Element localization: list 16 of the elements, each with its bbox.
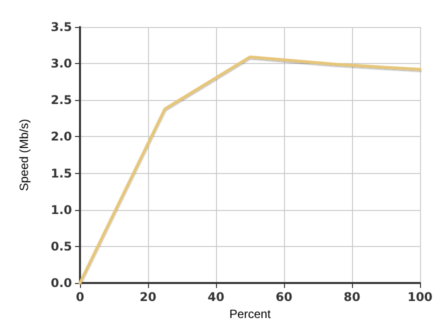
x-tick-label: 60	[276, 290, 292, 304]
x-tick-label: 0	[76, 290, 84, 304]
x-tick-label: 20	[140, 290, 156, 304]
y-tick-label: 3.5	[50, 20, 72, 34]
y-tick-label: 3.0	[50, 56, 72, 71]
y-tick-label: 2.0	[50, 130, 72, 144]
x-tick-label: 100	[407, 290, 433, 304]
y-tick-label: 1.0	[50, 202, 72, 217]
x-tick-label: 40	[208, 290, 224, 304]
x-tick-label: 80	[344, 290, 360, 304]
y-axis-title: Speed (Mb/s)	[17, 118, 31, 192]
y-tick-label: 2.5	[50, 93, 72, 108]
y-tick-label: 0.5	[50, 239, 72, 254]
y-tick-label: 0.0	[50, 276, 72, 290]
x-axis-title: Percent	[229, 306, 272, 321]
y-tick-label: 1.5	[50, 166, 72, 180]
